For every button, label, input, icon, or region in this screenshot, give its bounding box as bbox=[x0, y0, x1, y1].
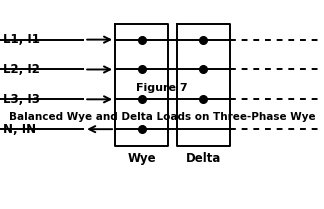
Text: Figure 7: Figure 7 bbox=[136, 83, 188, 93]
Text: L3, I3: L3, I3 bbox=[3, 93, 40, 106]
Text: N, IN: N, IN bbox=[3, 123, 36, 136]
Text: Wye: Wye bbox=[127, 152, 156, 165]
Text: L1, I1: L1, I1 bbox=[3, 33, 40, 46]
Text: L2, I2: L2, I2 bbox=[3, 63, 40, 76]
Text: Delta: Delta bbox=[186, 152, 221, 165]
Text: Balanced Wye and Delta Loads on Three-Phase Wye: Balanced Wye and Delta Loads on Three-Ph… bbox=[9, 112, 315, 122]
